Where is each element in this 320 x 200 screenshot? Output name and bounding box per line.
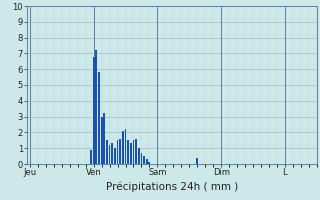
Bar [138, 148, 140, 164]
Bar [116, 140, 118, 164]
Bar [140, 153, 142, 164]
Bar [135, 139, 137, 164]
Bar [114, 148, 116, 164]
Bar [196, 158, 198, 164]
X-axis label: Précipitations 24h ( mm ): Précipitations 24h ( mm ) [106, 181, 238, 192]
Bar [130, 143, 132, 164]
Bar [122, 131, 124, 164]
Bar [95, 50, 97, 164]
Bar [90, 150, 92, 164]
Bar [143, 156, 145, 164]
Bar [124, 129, 126, 164]
Bar [93, 57, 94, 164]
Bar [119, 139, 121, 164]
Bar [101, 117, 102, 164]
Bar [148, 162, 150, 164]
Bar [106, 140, 108, 164]
Bar [98, 72, 100, 164]
Bar [108, 145, 110, 164]
Bar [111, 143, 113, 164]
Bar [146, 159, 148, 164]
Bar [103, 113, 105, 164]
Bar [127, 140, 129, 164]
Bar [132, 140, 134, 164]
